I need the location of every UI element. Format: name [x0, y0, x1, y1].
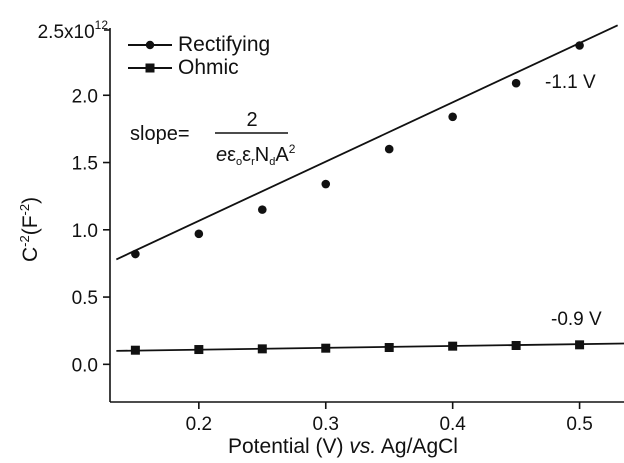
legend-marker-ohmic	[145, 63, 155, 73]
y-tick-label: 0.0	[72, 355, 98, 376]
formula-lhs: slope=	[130, 123, 190, 145]
data-point-ohmic	[511, 340, 521, 350]
data-point-ohmic	[194, 345, 204, 355]
data-point-ohmic	[448, 341, 458, 351]
axes	[104, 28, 624, 403]
data-point-rectifying	[194, 229, 204, 239]
y-exponent-power: 12	[95, 18, 109, 32]
y-tick-label: 2.0	[72, 86, 98, 107]
y-tick-label: 0.5	[72, 288, 98, 309]
y-tick-label: 1.0	[72, 221, 98, 242]
annotation-ohmic: -0.9 V	[551, 309, 602, 330]
x-tick-label: 0.5	[566, 414, 592, 435]
legend-label-ohmic: Ohmic	[178, 56, 239, 79]
y-exponent-mantissa: 2.5x10	[38, 22, 95, 43]
series-line-ohmic	[116, 342, 624, 352]
data-point-ohmic	[384, 343, 394, 353]
data-point-rectifying	[575, 41, 584, 50]
x-tick-label: 0.2	[186, 414, 212, 435]
data-point-ohmic	[257, 344, 267, 354]
slope-formula: slope= 2 eεoεrNdA2	[130, 109, 296, 168]
x-axis-ticks: 0.2 0.3 0.4 0.5	[186, 402, 593, 435]
annotation-rectifying: -1.1 V	[545, 72, 596, 93]
series-markers	[130, 41, 585, 355]
data-point-rectifying	[321, 179, 331, 189]
series-line-rectifying	[115, 24, 619, 261]
data-point-ohmic	[321, 343, 331, 353]
formula-numerator: 2	[246, 109, 257, 131]
x-tick-label: 0.3	[313, 414, 339, 435]
legend-marker-rectifying	[145, 40, 155, 50]
y-tick-label: 1.5	[72, 154, 98, 175]
x-tick-label: 0.4	[439, 414, 466, 435]
legend-label-rectifying: Rectifying	[178, 33, 270, 56]
data-point-rectifying	[511, 78, 521, 88]
legend: Rectifying Ohmic	[128, 33, 270, 79]
y-axis-top-label: 2.5x1012	[38, 18, 109, 43]
formula-denominator: eεoεrNdA2	[216, 142, 296, 168]
y-axis-title: C-2(F-2)	[17, 197, 42, 262]
data-point-rectifying	[257, 205, 267, 214]
data-point-rectifying	[384, 144, 394, 154]
data-point-rectifying	[131, 249, 140, 259]
data-point-ohmic	[130, 345, 140, 355]
x-axis-title: Potential (V) vs. Ag/AgCl	[228, 435, 458, 458]
data-point-ohmic	[575, 340, 585, 350]
data-point-rectifying	[448, 112, 457, 122]
y-axis-ticks: 0.0 0.5 1.0 1.5 2.0	[72, 86, 110, 376]
